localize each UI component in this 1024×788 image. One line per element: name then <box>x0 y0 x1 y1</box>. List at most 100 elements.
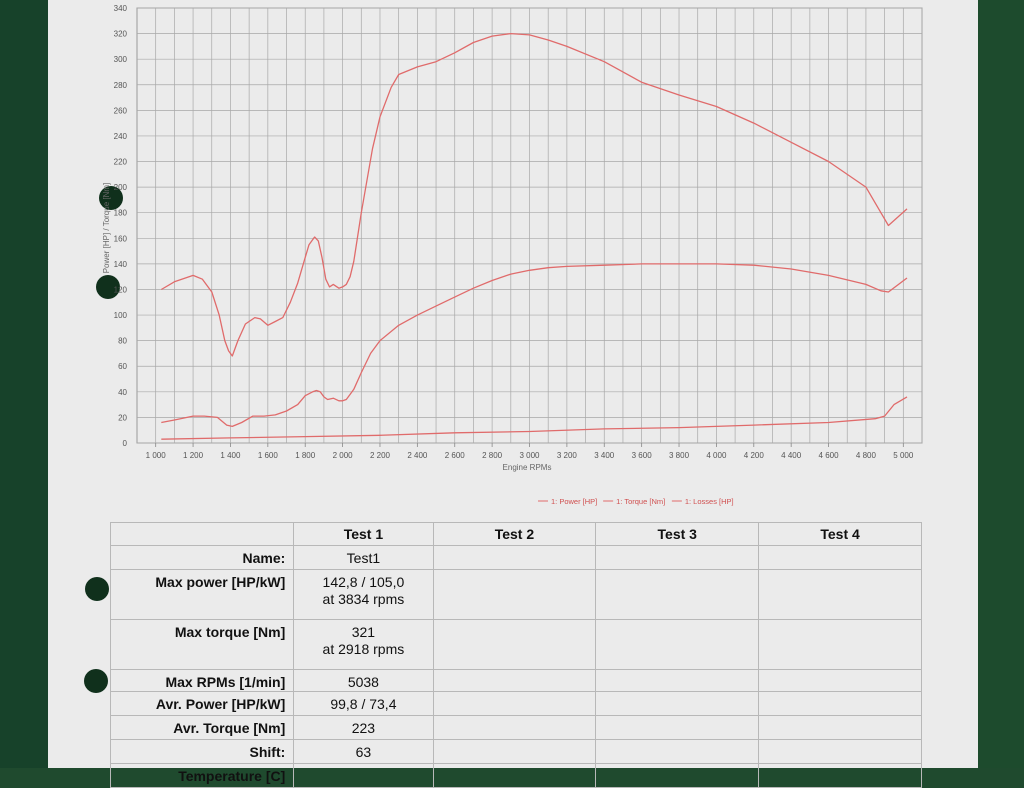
empty-test-cell <box>432 669 597 692</box>
results-table: Test 1 Test 2 Test 3 Test 4 Name: Test1 Max po… <box>109 522 922 788</box>
table-header-cell: Test 1 <box>293 522 434 546</box>
y-tick-label: 120 <box>114 285 128 294</box>
x-tick-label: 3 400 <box>594 451 615 460</box>
x-tick-label: 2 000 <box>333 451 354 460</box>
series-line-1 <box>161 263 908 428</box>
test1-value-line: 223 <box>351 720 376 736</box>
x-tick-label: 4 200 <box>744 451 765 460</box>
table-row: Shift: 63 <box>109 739 922 764</box>
test1-value-line: at 2918 rpms <box>322 641 405 657</box>
test1-value: 142,8 / 105,0 at 3834 rpms <box>293 569 434 620</box>
table-row: Max RPMs [1/min] 5038 <box>109 669 922 692</box>
table-header-cell: Test 4 <box>758 522 922 546</box>
empty-test-cell <box>758 545 922 570</box>
y-tick-label: 160 <box>114 234 128 243</box>
series-line-2 <box>160 32 908 357</box>
table-header-cell: Test 3 <box>595 522 760 546</box>
series-line-3 <box>161 396 908 440</box>
test1-value: 321 at 2918 rpms <box>293 619 434 670</box>
table-row: Name: Test1 <box>109 545 922 570</box>
test1-value: 223 <box>293 715 434 740</box>
table-header-cell: Test 2 <box>432 522 597 546</box>
x-tick-label: 2 800 <box>482 451 503 460</box>
chart-ticks: 1 000 1 200 1 400 1 600 1 800 2 000 2 200 2 400… <box>114 4 914 460</box>
row-label: Avr. Power [HP/kW] <box>109 691 295 716</box>
y-tick-label: 260 <box>114 106 128 115</box>
x-tick-label: 1 400 <box>220 451 241 460</box>
table-row: Avr. Torque [Nm] 223 <box>109 715 922 740</box>
table-row: Max power [HP/kW] 142,8 / 105,0 at 3834 rp… <box>109 569 922 620</box>
x-tick-label: 4 600 <box>819 451 840 460</box>
table-header-cell <box>109 522 295 546</box>
empty-test-cell <box>758 739 922 764</box>
empty-test-cell <box>595 545 760 570</box>
row-label: Max power [HP/kW] <box>109 569 295 620</box>
dyno-chart: 1 000 1 200 1 400 1 600 1 800 2 000 2 200 2 400… <box>102 4 923 506</box>
x-tick-label: 1 200 <box>183 451 204 460</box>
y-tick-label: 40 <box>118 388 127 397</box>
table-row: Avr. Power [HP/kW] 99,8 / 73,4 <box>109 691 922 716</box>
x-tick-label: 4 400 <box>781 451 802 460</box>
legend-entry: 1: Losses [HP] <box>685 497 734 506</box>
row-label: Max RPMs [1/min] <box>109 669 295 692</box>
table-header-row: Test 1 Test 2 Test 3 Test 4 <box>109 522 922 546</box>
empty-test-cell <box>595 669 760 692</box>
empty-test-cell <box>595 691 760 716</box>
empty-test-cell <box>432 619 597 670</box>
empty-test-cell <box>595 715 760 740</box>
row-label: Max torque [Nm] <box>109 619 295 670</box>
empty-test-cell <box>432 763 597 788</box>
chart-series <box>160 32 908 440</box>
empty-test-cell <box>432 691 597 716</box>
test1-value-line: 321 <box>351 624 376 640</box>
row-label: Shift: <box>109 739 295 764</box>
x-tick-label: 3 600 <box>632 451 653 460</box>
x-tick-label: 3 200 <box>557 451 578 460</box>
table-row: Temperature [C] <box>109 763 922 788</box>
empty-test-cell <box>595 569 760 620</box>
punch-hole <box>96 275 120 299</box>
empty-test-cell <box>595 739 760 764</box>
empty-test-cell <box>432 545 597 570</box>
y-tick-label: 180 <box>114 209 128 218</box>
y-tick-label: 240 <box>114 132 128 141</box>
empty-test-cell <box>758 715 922 740</box>
test1-value: 99,8 / 73,4 <box>293 691 434 716</box>
empty-test-cell <box>595 763 760 788</box>
y-tick-label: 60 <box>118 362 127 371</box>
x-tick-label: 1 600 <box>258 451 279 460</box>
chart-legend: 1: Power [HP] 1: Torque [Nm] 1: Losses [HP… <box>538 497 734 506</box>
x-tick-label: 2 400 <box>407 451 428 460</box>
test1-value: Test1 <box>293 545 434 570</box>
empty-test-cell <box>595 619 760 670</box>
background-right <box>974 0 1024 768</box>
y-tick-label: 140 <box>114 260 128 269</box>
x-tick-label: 2 600 <box>445 451 466 460</box>
test1-value-line: 142,8 / 105,0 <box>322 574 405 590</box>
x-tick-label: 4 000 <box>706 451 727 460</box>
test1-value-line: 63 <box>355 744 372 760</box>
y-tick-label: 280 <box>114 81 128 90</box>
y-tick-label: 80 <box>118 337 127 346</box>
empty-test-cell <box>432 715 597 740</box>
y-tick-label: 100 <box>114 311 128 320</box>
empty-test-cell <box>432 739 597 764</box>
test1-value: 63 <box>293 739 434 764</box>
y-tick-label: 0 <box>123 439 128 448</box>
empty-test-cell <box>758 569 922 620</box>
y-tick-label: 300 <box>114 55 128 64</box>
test1-value: 5038 <box>293 669 434 692</box>
x-tick-label: 2 200 <box>370 451 391 460</box>
empty-test-cell <box>758 763 922 788</box>
y-tick-label: 20 <box>118 413 127 422</box>
legend-entry: 1: Power [HP] <box>551 497 597 506</box>
test1-value <box>293 763 434 788</box>
x-axis-label: Engine RPMs <box>503 463 552 472</box>
test1-value-line: 99,8 / 73,4 <box>330 696 397 712</box>
punch-hole <box>84 669 108 693</box>
x-tick-label: 3 800 <box>669 451 690 460</box>
y-tick-label: 320 <box>114 30 128 39</box>
test1-value-line: 5038 <box>347 674 379 690</box>
row-label: Name: <box>109 545 295 570</box>
row-label: Avr. Torque [Nm] <box>109 715 295 740</box>
